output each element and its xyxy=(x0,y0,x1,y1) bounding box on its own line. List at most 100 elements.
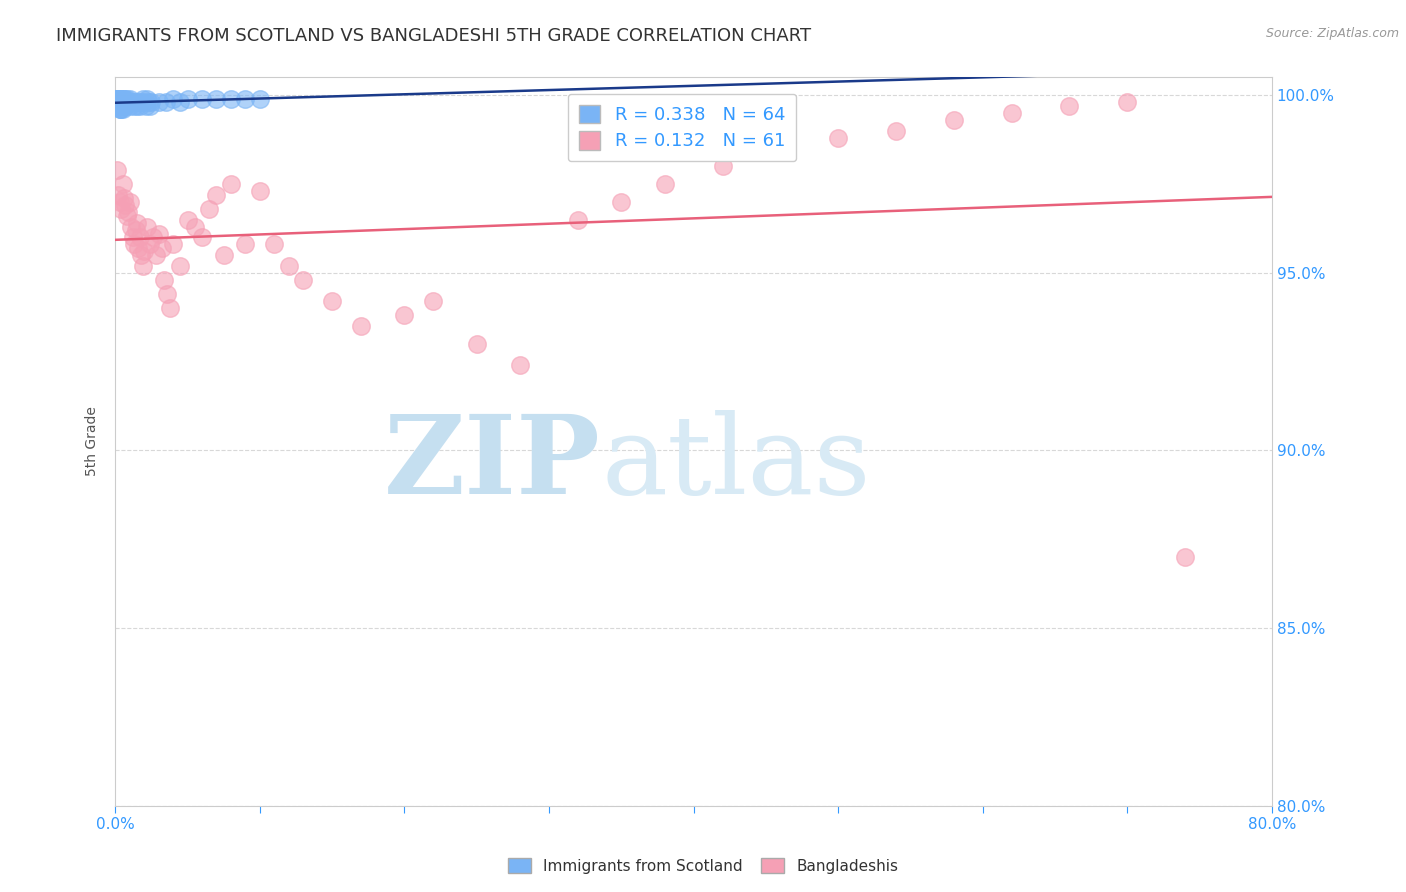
Point xyxy=(509,358,531,372)
Legend: R = 0.338   N = 64, R = 0.132   N = 61: R = 0.338 N = 64, R = 0.132 N = 61 xyxy=(568,94,796,161)
Point xyxy=(112,99,135,113)
Point xyxy=(191,92,214,106)
Point xyxy=(394,309,416,323)
Point xyxy=(128,230,150,244)
Point xyxy=(105,162,128,177)
Point xyxy=(148,95,170,110)
Point xyxy=(105,95,128,110)
Point xyxy=(292,273,315,287)
Point xyxy=(110,95,132,110)
Point xyxy=(145,248,167,262)
Point xyxy=(205,187,228,202)
Point xyxy=(1059,99,1081,113)
Point xyxy=(107,187,129,202)
Point xyxy=(235,237,257,252)
Point xyxy=(122,99,145,113)
Point xyxy=(138,95,160,110)
Point xyxy=(125,99,148,113)
Point xyxy=(162,92,184,106)
Point xyxy=(191,230,214,244)
Point xyxy=(235,92,257,106)
Point xyxy=(610,194,633,209)
Point xyxy=(111,95,134,110)
Point xyxy=(321,294,343,309)
Point xyxy=(105,92,128,106)
Point xyxy=(1174,549,1197,564)
Point xyxy=(124,95,146,110)
Point xyxy=(1001,106,1024,120)
Point xyxy=(198,202,221,216)
Point xyxy=(162,237,184,252)
Text: atlas: atlas xyxy=(600,409,870,516)
Point xyxy=(118,92,141,106)
Point xyxy=(107,92,129,106)
Point xyxy=(1116,95,1139,110)
Point xyxy=(108,95,131,110)
Point xyxy=(263,237,285,252)
Point xyxy=(121,230,143,244)
Text: Source: ZipAtlas.com: Source: ZipAtlas.com xyxy=(1265,27,1399,40)
Point xyxy=(105,92,128,106)
Point xyxy=(128,99,150,113)
Point xyxy=(115,95,138,110)
Point xyxy=(105,92,128,106)
Point xyxy=(711,159,734,173)
Point xyxy=(125,216,148,230)
Point xyxy=(148,227,170,241)
Point xyxy=(127,95,149,110)
Point xyxy=(465,336,488,351)
Point xyxy=(118,99,141,113)
Point xyxy=(156,287,179,301)
Point xyxy=(112,191,135,205)
Point xyxy=(107,92,129,106)
Point xyxy=(769,141,792,155)
Point xyxy=(108,103,131,117)
Point xyxy=(107,92,129,106)
Y-axis label: 5th Grade: 5th Grade xyxy=(86,407,100,476)
Text: IMMIGRANTS FROM SCOTLAND VS BANGLADESHI 5TH GRADE CORRELATION CHART: IMMIGRANTS FROM SCOTLAND VS BANGLADESHI … xyxy=(56,27,811,45)
Point xyxy=(115,92,138,106)
Point xyxy=(142,230,165,244)
Point xyxy=(159,301,181,316)
Point xyxy=(132,259,155,273)
Point xyxy=(350,319,373,334)
Point xyxy=(114,92,136,106)
Point xyxy=(654,177,676,191)
Point xyxy=(422,294,444,309)
Point xyxy=(107,95,129,110)
Point xyxy=(107,95,129,110)
Point xyxy=(108,92,131,106)
Point xyxy=(115,209,138,223)
Point xyxy=(108,103,131,117)
Point xyxy=(124,223,146,237)
Point xyxy=(110,103,132,117)
Point xyxy=(122,237,145,252)
Point xyxy=(121,95,143,110)
Point xyxy=(827,131,849,145)
Point xyxy=(110,202,132,216)
Point xyxy=(108,99,131,113)
Point xyxy=(134,95,156,110)
Point xyxy=(141,95,163,110)
Point xyxy=(105,95,128,110)
Point xyxy=(127,241,149,255)
Point xyxy=(114,99,136,113)
Point xyxy=(205,92,228,106)
Point xyxy=(111,92,134,106)
Point xyxy=(110,99,132,113)
Point xyxy=(139,99,162,113)
Point xyxy=(136,219,159,234)
Legend: Immigrants from Scotland, Bangladeshis: Immigrants from Scotland, Bangladeshis xyxy=(502,852,904,880)
Point xyxy=(111,177,134,191)
Point xyxy=(567,212,589,227)
Point xyxy=(111,103,134,117)
Point xyxy=(219,92,242,106)
Point xyxy=(112,92,135,106)
Point xyxy=(108,95,131,110)
Text: ZIP: ZIP xyxy=(384,409,600,516)
Point xyxy=(118,194,141,209)
Point xyxy=(129,248,152,262)
Point xyxy=(135,99,157,113)
Point xyxy=(120,95,142,110)
Point xyxy=(153,273,176,287)
